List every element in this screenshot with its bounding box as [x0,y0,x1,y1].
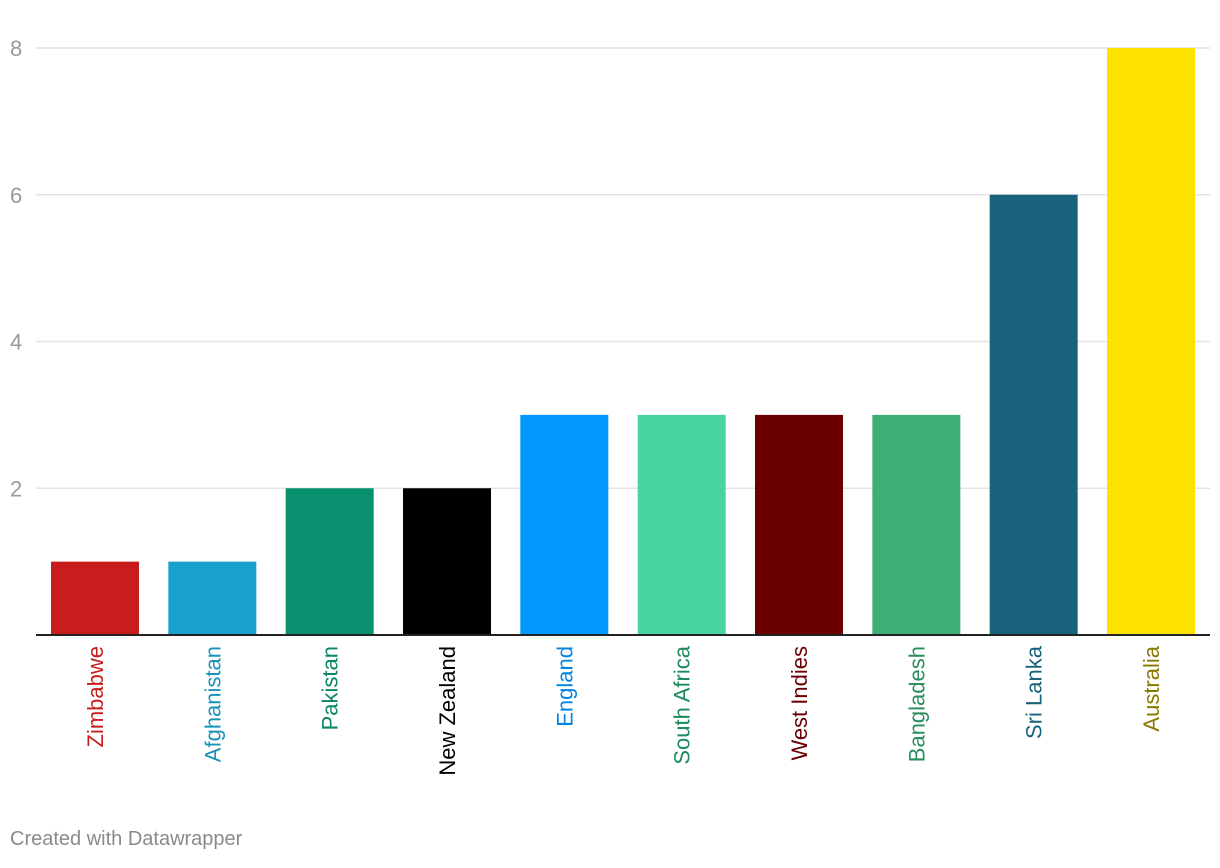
bars [51,48,1195,635]
bar-bangladesh [872,414,961,635]
x-label-england: England [552,646,577,727]
x-label-south-africa: South Africa [670,645,695,764]
bar-afghanistan [168,561,257,635]
bar-south-africa [637,414,726,635]
x-label-pakistan: Pakistan [318,646,343,730]
x-label-afghanistan: Afghanistan [200,646,225,762]
y-tick-label: 4 [10,330,22,355]
x-label-new-zealand: New Zealand [435,646,460,776]
bar-west-indies [755,414,843,635]
y-tick-label: 8 [10,36,22,61]
y-axis-ticks: 2 4 6 8 [10,36,22,501]
x-label-sri-lanka: Sri Lanka [1022,645,1047,739]
bar-england [520,414,609,635]
x-axis-labels: Zimbabwe Afghanistan Pakistan New Zealand En… [83,645,1164,775]
x-label-australia: Australia [1139,645,1164,731]
x-label-bangladesh: Bangladesh [904,646,929,762]
x-label-zimbabwe: Zimbabwe [83,646,108,747]
bar-new-zealand [403,488,491,635]
bar-australia [1107,48,1195,635]
bar-pakistan [285,488,374,635]
bar-sri-lanka [989,194,1078,635]
x-label-west-indies: West Indies [787,646,812,761]
bar-zimbabwe [51,561,139,635]
bar-chart: 2 4 6 8 Zimbabwe Afghanistan Pakistan New Zeal… [10,36,1210,776]
y-tick-label: 6 [10,183,22,208]
datawrapper-credit[interactable]: Created with Datawrapper [10,828,243,850]
y-tick-label: 2 [10,476,22,501]
